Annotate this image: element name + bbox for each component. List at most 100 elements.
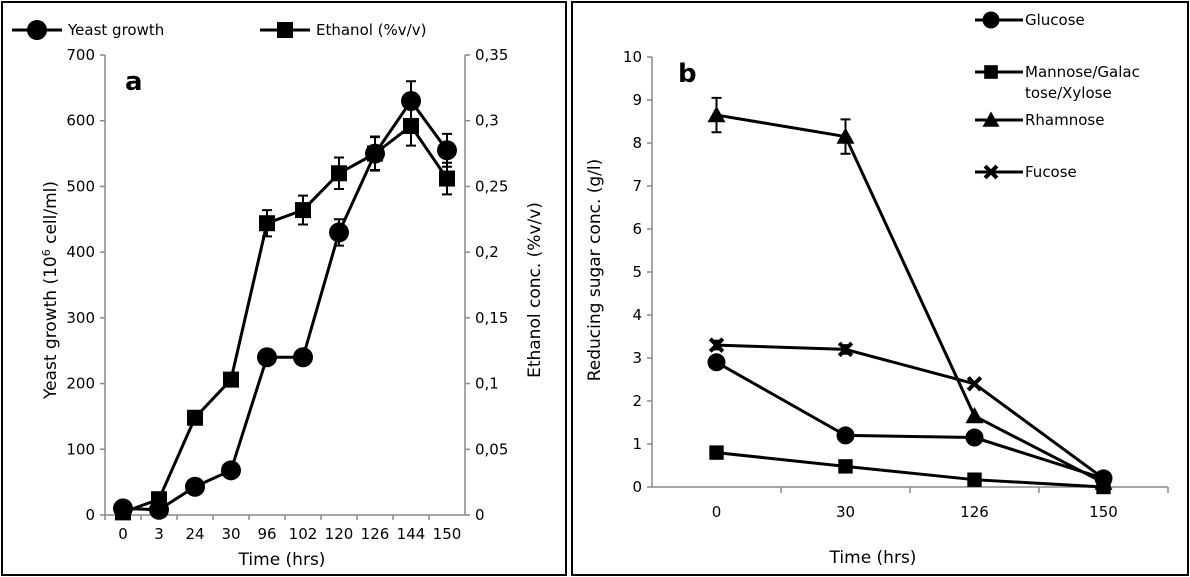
panel-a-series-line-0 (122, 98, 449, 512)
panel-a-ylabel: Yeast growth (106 cell/ml) (40, 181, 61, 400)
panel-a-series-line-1 (122, 123, 449, 514)
panel-b-x-tick-label: 150 (1089, 503, 1118, 521)
panel-b-y-tick-label: 7 (632, 177, 642, 195)
panel-b-y-tick-label: 6 (632, 220, 642, 238)
legend-marker (277, 22, 293, 38)
panel-b-y-tick-label: 2 (632, 392, 642, 410)
panel-a-x-tick-label: 24 (185, 525, 204, 543)
panel-a-x-tick-label: 150 (433, 525, 462, 543)
panel-a-y2-tick-label: 0,15 (475, 309, 508, 327)
panel-b-series-line-3 (716, 343, 1105, 480)
panel-a-point-square (259, 215, 275, 232)
panel-b-y-tick-label: 5 (632, 263, 642, 281)
legend-marker (984, 65, 998, 79)
panel-a-point-circle (221, 460, 241, 481)
panel-a-point-square (151, 491, 167, 508)
panel-b-point-triangle (836, 127, 855, 144)
legend-label: Glucose (1025, 11, 1085, 29)
panel-b-xlabel: Time (hrs) (829, 548, 917, 568)
panel-b-plot: 0 1 2 3 4 5 6 7 8 9 10 0 30 126 150 Glucose Mannose/Gala… (623, 11, 1169, 521)
panel-a-y2-tick-label: 0 (475, 506, 485, 524)
panel-a-point-circle (437, 140, 457, 161)
panel-a-y-tick-label: 300 (66, 309, 95, 327)
panel-b-series-line-2 (716, 113, 1105, 485)
panel-b-series-line-1 (716, 451, 1104, 489)
panel-b-point-circle (965, 428, 984, 447)
panel-a-x-tick-label: 102 (289, 525, 318, 543)
panel-a-x-tick-label: 30 (221, 525, 240, 543)
panel-a-frame (1, 1, 567, 576)
panel-a-point-square (187, 409, 203, 426)
panel-a-x-tick-label: 0 (118, 525, 128, 543)
panel-b-point-x (1095, 470, 1112, 487)
panel-a-point-square (223, 371, 239, 388)
panel-a-plot: 010020030040050060070000,050,10,150,20,2… (12, 20, 508, 543)
panel-b-point-square (967, 472, 982, 487)
panel-a-point-square (439, 170, 455, 187)
panel-b-y-tick-label: 8 (632, 134, 642, 152)
panel-a-y2-tick-label: 0,2 (475, 243, 499, 261)
legend-label: tose/Xylose (1025, 84, 1112, 102)
panel-a-x-tick-label: 96 (257, 525, 276, 543)
panel-b-point-triangle (707, 106, 726, 123)
panel-a-y2-tick-label: 0,3 (475, 112, 499, 130)
panel-a-x-tick-label: 3 (154, 525, 164, 543)
panel-a-x-tick-label: 120 (325, 525, 354, 543)
legend-label: Fucose (1025, 163, 1077, 181)
panel-a-point-circle (293, 347, 313, 368)
panel-a-point-circle (329, 222, 349, 243)
panel-b-y-tick-label: 1 (632, 435, 642, 453)
panel-b-point-square (709, 445, 724, 460)
panel-b-y-tick-label: 4 (632, 306, 642, 324)
panel-b-point-circle (836, 426, 855, 445)
legend-marker (982, 111, 1000, 127)
legend-marker (27, 20, 47, 40)
panel-a-y2-tick-label: 0,25 (475, 177, 508, 195)
panel-a-y2label: Ethanol conc. (%v/v) (525, 202, 545, 378)
panel-a-y-tick-label: 600 (66, 112, 95, 130)
panel-a-y2-tick-label: 0,05 (475, 440, 508, 458)
panel-b-point-x (708, 337, 725, 353)
panel-a-label: a (125, 67, 143, 97)
panel-a-x-tick-label: 126 (361, 525, 390, 543)
panel-b-point-triangle (1094, 473, 1113, 490)
panel-b-x-tick-label: 126 (960, 503, 989, 521)
panel-a-point-square (295, 202, 311, 219)
panel-b-label: b (678, 59, 697, 89)
legend-label: Ethanol (%v/v) (316, 21, 426, 39)
panel-a-y2-tick-label: 0,1 (475, 375, 499, 393)
panel-b-y-tick-label: 10 (623, 48, 642, 66)
panel-a-point-square (367, 145, 383, 162)
panel-b-frame (571, 1, 1189, 576)
panel-a-point-circle (257, 347, 277, 368)
panel-b-point-x (966, 376, 983, 392)
panel-b-x-tick-label: 0 (712, 503, 722, 521)
panel-a-xlabel: Time (hrs) (238, 550, 326, 570)
legend-label: Rhamnose (1025, 111, 1104, 129)
panel-a-x-tick-label: 144 (397, 525, 426, 543)
legend-label: Mannose/Galac (1025, 63, 1140, 81)
panel-b-point-square (838, 459, 853, 474)
panel-b-ylabel: Reducing sugar conc. (g/l) (585, 159, 605, 382)
panel-a-point-square (115, 504, 131, 521)
panel-b-y-tick-label: 9 (632, 91, 642, 109)
panel-a-y-tick-label: 200 (66, 375, 95, 393)
panel-a-y-tick-label: 0 (85, 506, 95, 524)
panel-a-y2-tick-label: 0,35 (475, 46, 508, 64)
panel-a-point-square (331, 165, 347, 182)
legend-marker (982, 11, 1000, 29)
panel-b-point-circle (707, 353, 726, 372)
panel-a-y-tick-label: 700 (66, 46, 95, 64)
panel-b-point-x (837, 341, 854, 358)
panel-a-point-circle (185, 476, 205, 497)
legend-marker (983, 164, 999, 180)
panel-a-y-tick-label: 100 (66, 440, 95, 458)
panel-b-point-triangle (965, 407, 984, 424)
panel-a-y-tick-label: 500 (66, 177, 95, 195)
legend-label: Yeast growth (67, 21, 164, 39)
panel-a-point-square (403, 117, 419, 134)
panel-a-y-tick-label: 400 (66, 243, 95, 261)
panel-b-x-tick-label: 30 (836, 503, 855, 521)
panel-b-y-tick-label: 3 (632, 349, 642, 367)
